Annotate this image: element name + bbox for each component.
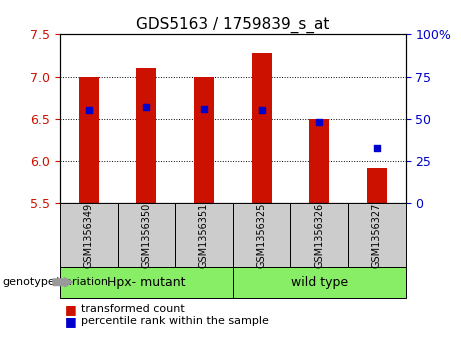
- Title: GDS5163 / 1759839_s_at: GDS5163 / 1759839_s_at: [136, 17, 330, 33]
- Text: GSM1356325: GSM1356325: [257, 202, 266, 268]
- Text: genotype/variation: genotype/variation: [2, 277, 108, 287]
- Bar: [194, 77, 214, 203]
- Point: [200, 106, 207, 112]
- Point: [258, 107, 266, 113]
- Point: [373, 145, 381, 151]
- Bar: [252, 53, 272, 203]
- Point: [315, 119, 323, 125]
- Bar: [79, 77, 99, 203]
- Point: [85, 107, 92, 113]
- Text: ■: ■: [65, 315, 76, 328]
- Text: wild type: wild type: [291, 276, 348, 289]
- Bar: [136, 68, 156, 203]
- Text: Hpx- mutant: Hpx- mutant: [107, 276, 186, 289]
- Point: [142, 104, 150, 110]
- Text: transformed count: transformed count: [81, 304, 184, 314]
- Bar: [309, 119, 329, 203]
- Text: percentile rank within the sample: percentile rank within the sample: [81, 316, 269, 326]
- Text: GSM1356327: GSM1356327: [372, 202, 382, 268]
- Text: GSM1356350: GSM1356350: [142, 203, 151, 268]
- Text: ■: ■: [65, 303, 76, 316]
- Text: GSM1356326: GSM1356326: [314, 203, 324, 268]
- Text: GSM1356349: GSM1356349: [84, 203, 94, 268]
- Bar: [367, 168, 387, 203]
- Text: GSM1356351: GSM1356351: [199, 203, 209, 268]
